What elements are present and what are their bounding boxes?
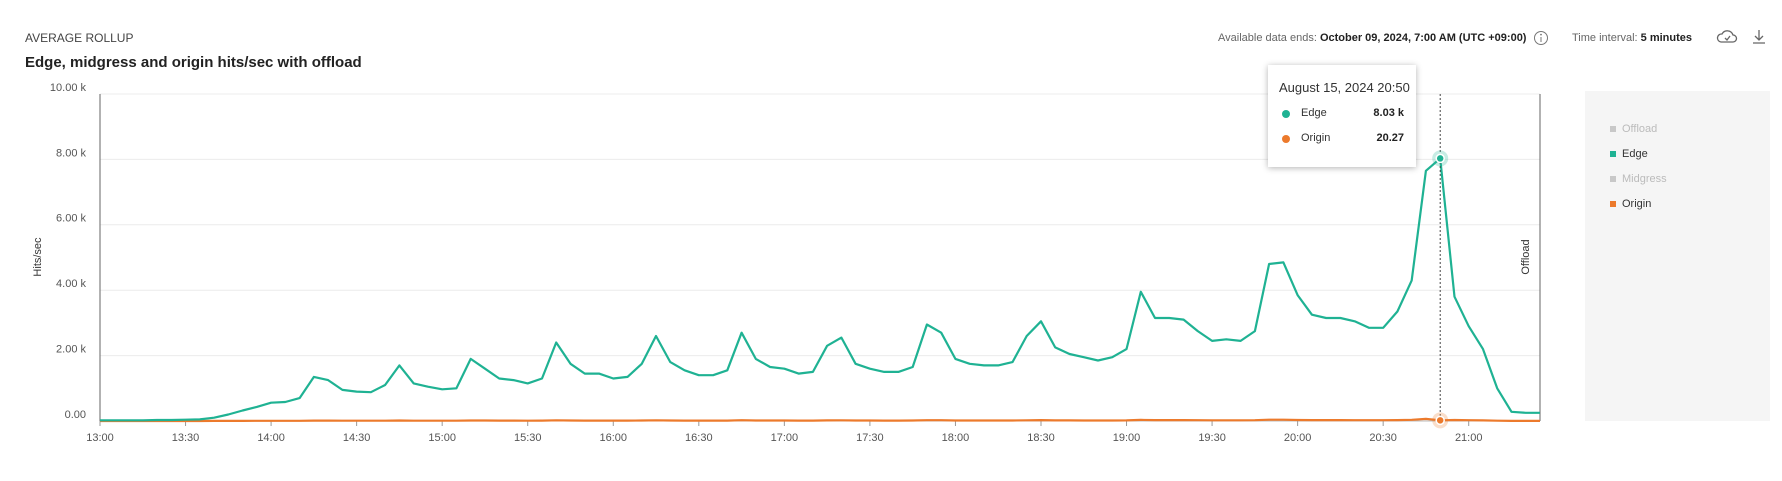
- x-tick-label: 19:30: [1198, 432, 1226, 444]
- legend-swatch: [1610, 126, 1616, 132]
- tooltip-value: 8.03 k: [1373, 107, 1404, 119]
- series-line: [100, 157, 1540, 422]
- tooltip: August 15, 2024 20:50 Edge 8.03 k Origin 20…: [1268, 65, 1416, 167]
- x-tick-label: 18:00: [942, 432, 970, 444]
- y-tick-label: 0.00: [65, 409, 86, 421]
- data-ends-label: Available data ends:: [1218, 32, 1317, 44]
- cloud-icon[interactable]: [1716, 28, 1738, 46]
- download-icon[interactable]: [1750, 28, 1768, 46]
- hover-point: [1435, 153, 1445, 164]
- legend-swatch: [1610, 151, 1616, 157]
- y-tick-label: 2.00 k: [56, 344, 86, 356]
- x-tick-label: 17:00: [771, 432, 799, 444]
- x-tick-label: 20:30: [1369, 432, 1397, 444]
- x-tick-label: 19:00: [1113, 432, 1141, 444]
- x-tick-label: 20:00: [1284, 432, 1312, 444]
- legend-label: Origin: [1622, 198, 1651, 210]
- legend-label: Offload: [1622, 123, 1657, 135]
- x-tick-label: 16:30: [685, 432, 713, 444]
- interval-label: Time interval:: [1572, 32, 1638, 44]
- data-ends: Available data ends: October 09, 2024, 7…: [1218, 32, 1526, 44]
- x-tick-label: 13:00: [86, 432, 114, 444]
- hover-point: [1435, 415, 1445, 426]
- series-line: [100, 417, 1540, 423]
- x-tick-label: 15:30: [514, 432, 542, 444]
- tooltip-series: Edge: [1301, 107, 1327, 119]
- legend-label: Midgress: [1622, 173, 1667, 185]
- x-tick-label: 13:30: [172, 432, 200, 444]
- y-axis-label: Hits/sec: [32, 237, 44, 277]
- interval-value: 5 minutes: [1640, 32, 1693, 44]
- data-ends-value: October 09, 2024, 7:00 AM (UTC +09:00): [1319, 32, 1527, 44]
- y-tick-label: 4.00 k: [56, 278, 86, 290]
- tooltip-dot: [1282, 135, 1290, 143]
- y-tick-label: 8.00 k: [56, 147, 86, 159]
- time-interval: Time interval: 5 minutes: [1572, 32, 1692, 44]
- tooltip-value: 20.27: [1376, 132, 1404, 144]
- y-tick-label: 10.00 k: [50, 82, 87, 94]
- x-tick-label: 16:00: [600, 432, 628, 444]
- legend-label: Edge: [1622, 148, 1648, 160]
- legend-panel: [1585, 91, 1770, 421]
- x-tick-label: 18:30: [1027, 432, 1055, 444]
- x-tick-label: 14:30: [343, 432, 371, 444]
- legend-swatch: [1610, 176, 1616, 182]
- info-icon[interactable]: [1533, 30, 1549, 46]
- x-tick-label: 15:00: [428, 432, 456, 444]
- legend-swatch: [1610, 201, 1616, 207]
- x-tick-label: 14:00: [257, 432, 285, 444]
- chart-title: Edge, midgress and origin hits/sec with …: [25, 54, 362, 71]
- y2-axis-label: Offload: [1520, 239, 1532, 274]
- y-tick-label: 6.00 k: [56, 213, 86, 225]
- tooltip-dot: [1282, 110, 1290, 118]
- x-tick-label: 21:00: [1455, 432, 1483, 444]
- tooltip-title: August 15, 2024 20:50: [1279, 80, 1410, 95]
- x-tick-label: 17:30: [856, 432, 884, 444]
- tooltip-series: Origin: [1301, 132, 1331, 144]
- section-title: AVERAGE ROLLUP: [25, 31, 134, 45]
